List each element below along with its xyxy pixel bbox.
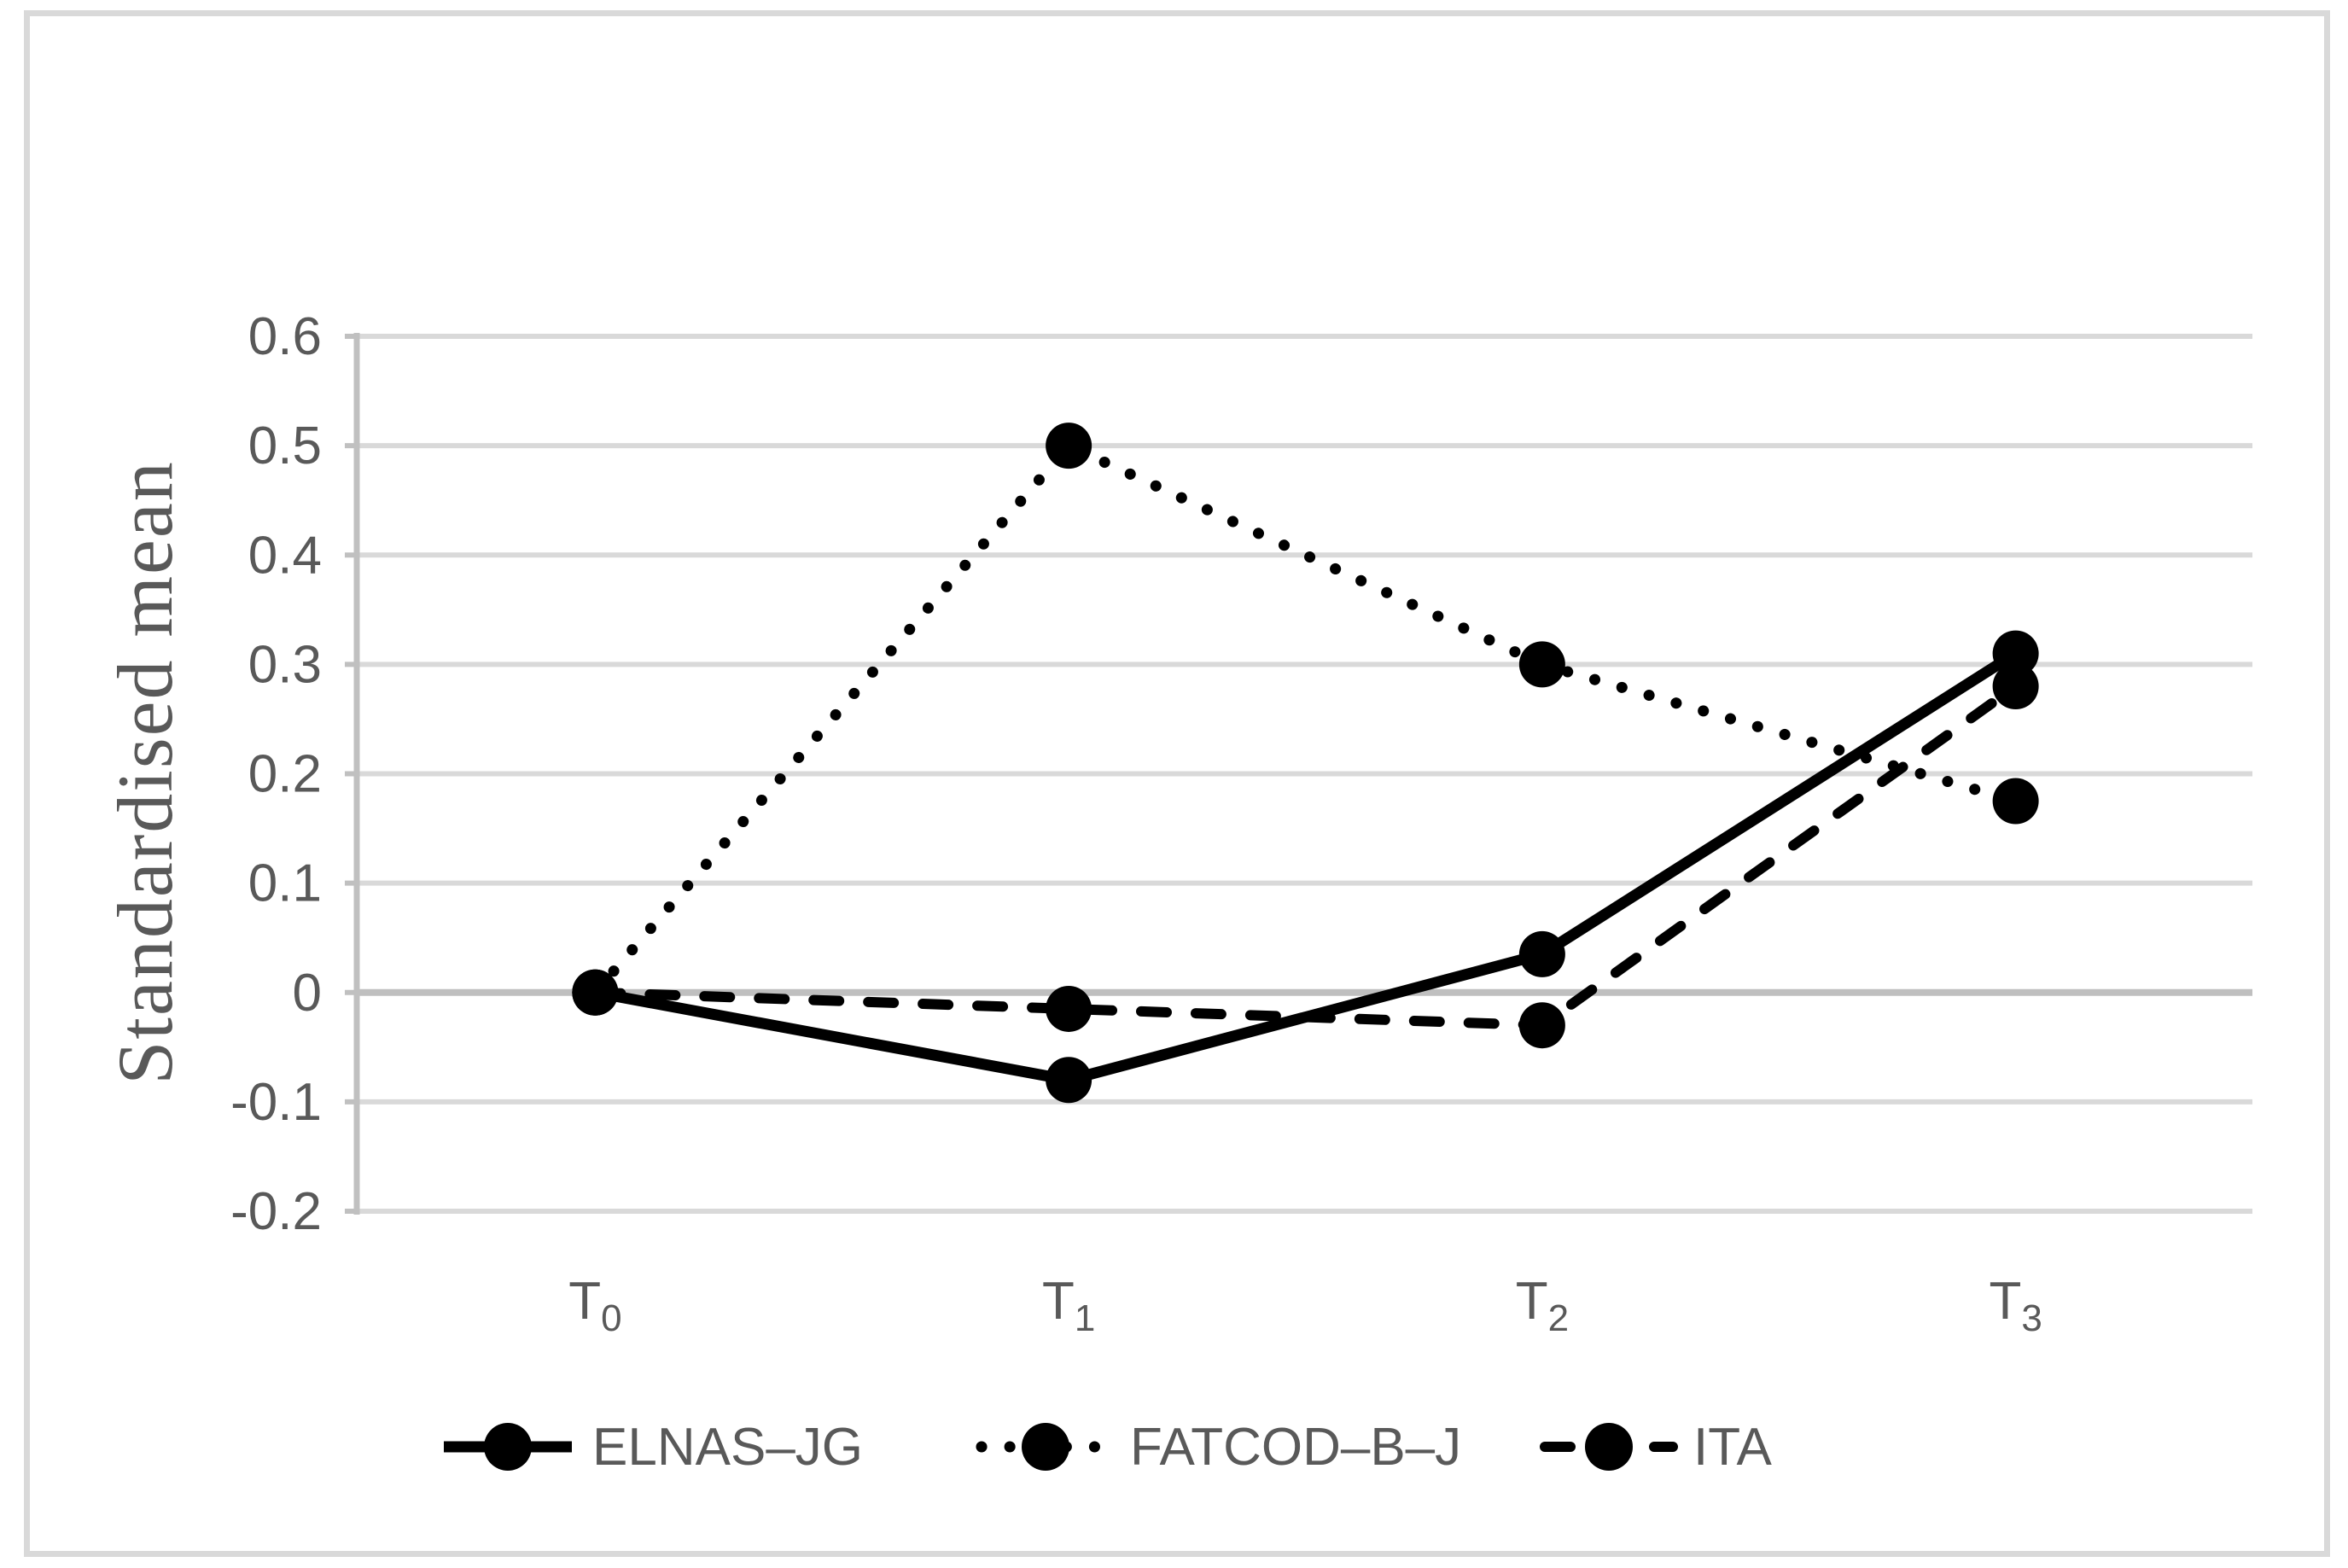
data-point (1046, 1057, 1092, 1104)
series-line-ita (590, 681, 2021, 1031)
legend-label: FATCOD–B–J (1130, 1418, 1461, 1477)
data-point (572, 969, 619, 1016)
data-point (1992, 663, 2039, 709)
x-category-label: T1 (1042, 1272, 1095, 1339)
y-tick-label: 0.4 (248, 526, 322, 585)
x-category-label: T0 (568, 1272, 621, 1339)
legend-swatch-marker (484, 1423, 532, 1471)
data-point (1518, 1002, 1565, 1049)
x-category-label: T3 (1989, 1272, 2042, 1339)
series-line-fatcod-b-j (589, 439, 2022, 999)
legend-swatch-marker (1585, 1423, 1633, 1471)
y-tick-label: 0 (293, 964, 322, 1023)
data-point (1992, 778, 2039, 825)
y-tick-label: -0.2 (230, 1182, 322, 1241)
legend-swatch-marker (1022, 1423, 1069, 1471)
data-point (1518, 930, 1565, 977)
y-tick-label: 0.1 (248, 854, 322, 913)
y-tick-label: 0.3 (248, 635, 322, 694)
y-tick-label: 0.5 (248, 417, 322, 475)
x-category-label: T2 (1516, 1272, 1569, 1339)
legend-label: ELNAS–JG (592, 1418, 863, 1477)
legend-label: ITA (1693, 1418, 1772, 1477)
y-tick-label: 0.2 (248, 745, 322, 804)
data-point (1046, 423, 1092, 469)
y-tick-label: -0.1 (230, 1073, 322, 1132)
data-point (1046, 985, 1092, 1032)
data-point (1992, 630, 2039, 677)
y-tick-label: 0.6 (248, 307, 322, 366)
data-point (1518, 641, 1565, 688)
